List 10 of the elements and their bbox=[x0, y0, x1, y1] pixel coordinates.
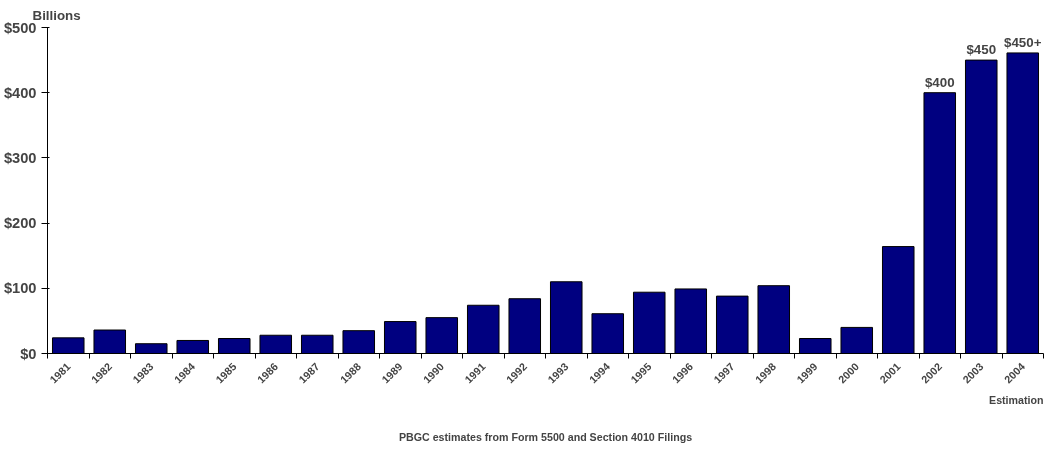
text: Estimation bbox=[989, 394, 1044, 406]
y-tick-label: $100 bbox=[3, 280, 37, 297]
data-label: $450+ bbox=[1004, 34, 1042, 50]
y-tick-label: $400 bbox=[3, 84, 37, 101]
text: PBGC estimates from Form 5500 and Section 4010 Filings bbox=[398, 430, 693, 443]
data-label: $450 bbox=[966, 42, 997, 58]
y-tick-label: $0 bbox=[20, 345, 37, 362]
y-tick-label: $200 bbox=[3, 215, 37, 232]
y-tick-label: $300 bbox=[3, 149, 37, 166]
data-label: $400 bbox=[924, 74, 955, 90]
